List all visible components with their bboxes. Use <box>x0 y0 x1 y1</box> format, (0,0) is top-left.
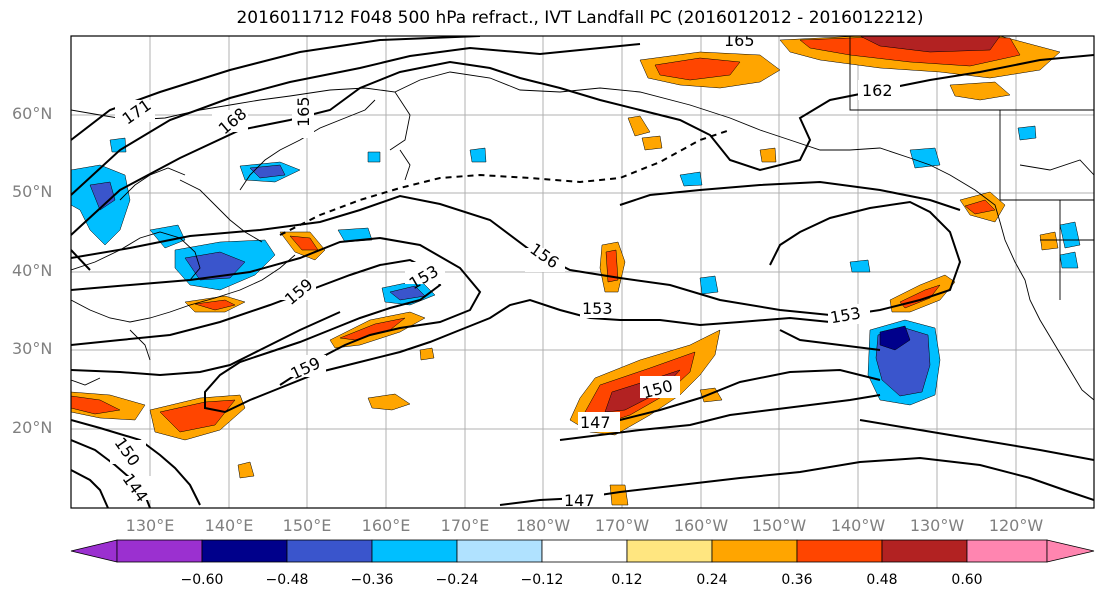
lon-label: 130°E <box>125 516 175 535</box>
colorbar-tick-label: −0.48 <box>265 572 309 588</box>
lon-label: 180°W <box>515 516 571 535</box>
colorbar-tick-label: 0.60 <box>951 572 983 588</box>
contour-label: 153 <box>582 299 613 318</box>
colorbar <box>70 539 1095 563</box>
lon-label: 140°W <box>830 516 886 535</box>
colorbar-bin <box>966 539 1048 563</box>
coastlines <box>71 36 1094 401</box>
colorbar-bin <box>116 539 203 563</box>
colorbar-bin <box>796 539 883 563</box>
lon-label: 130°W <box>909 516 965 535</box>
colorbar-tick-label: 0.48 <box>866 572 898 588</box>
contour-label: 147 <box>564 491 595 510</box>
colorbar-tick-label: 0.36 <box>781 572 813 588</box>
colorbar-tick-label: −0.36 <box>350 572 394 588</box>
colorbar-bin <box>371 539 458 563</box>
contour-label: 165 <box>294 96 313 127</box>
colorbar-bin <box>881 539 968 563</box>
contour-label: 168 <box>215 104 251 138</box>
map-frame <box>70 35 1095 509</box>
lat-label: 50°N <box>12 182 53 201</box>
colorbar-tick-label: −0.12 <box>520 572 564 588</box>
colorbar-bin <box>456 539 543 563</box>
contour-label: 147 <box>580 413 611 432</box>
lat-label: 30°N <box>12 339 53 358</box>
colorbar-bin <box>286 539 373 563</box>
contour-labels: 171 168 165 165 162 159 159 156 153 153 … <box>110 31 900 510</box>
colorbar-tick-label: 0.24 <box>696 572 728 588</box>
colorbar-tick-label: −0.60 <box>180 572 224 588</box>
plot-title: 2016011712 F048 500 hPa refract., IVT La… <box>236 8 924 28</box>
lon-label: 160°W <box>673 516 729 535</box>
colorbar-bin <box>541 539 628 563</box>
lon-label: 150°W <box>751 516 807 535</box>
colorbar-tick-label: 0.12 <box>611 572 643 588</box>
colorbar-low-extend <box>70 539 118 563</box>
lat-label: 40°N <box>12 261 53 280</box>
lon-label: 170°W <box>594 516 650 535</box>
lat-label: 60°N <box>12 104 53 123</box>
dashed-contour <box>279 129 731 236</box>
lon-label: 170°E <box>440 516 490 535</box>
colorbar-tick-label: −0.24 <box>435 572 479 588</box>
lat-label: 20°N <box>12 418 53 437</box>
colorbar-high-extend <box>1046 539 1095 563</box>
colorbar-bin <box>711 539 798 563</box>
ivt-negative-shading <box>71 125 1081 406</box>
lon-label: 120°W <box>988 516 1044 535</box>
lon-label: 150°E <box>282 516 332 535</box>
contour-label: 162 <box>862 81 893 100</box>
lon-label: 160°E <box>361 516 411 535</box>
colorbar-bin <box>201 539 288 563</box>
contour-label: 165 <box>724 31 755 50</box>
colorbar-bin <box>626 539 713 563</box>
lon-label: 140°E <box>204 516 254 535</box>
